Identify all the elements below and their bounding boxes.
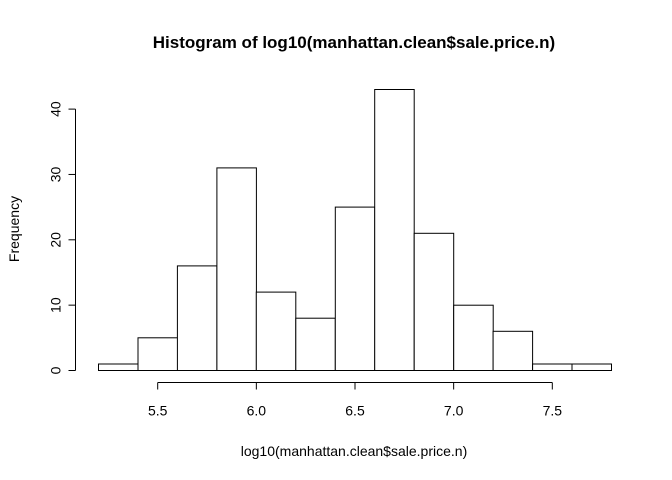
histogram-bar (571, 363, 612, 371)
histogram-bar (176, 265, 218, 371)
y-axis: 0 10 20 30 40 (48, 101, 76, 374)
histogram-bar (413, 232, 455, 371)
x-tick-label: 7.5 (543, 403, 563, 419)
x-axis: 5.5 6.0 6.5 7.0 7.5 (148, 382, 563, 419)
y-tick-label: 0 (48, 366, 64, 374)
x-tick-label: 6.0 (247, 403, 267, 419)
histogram-bar (374, 89, 415, 371)
y-tick-label: 30 (48, 166, 64, 182)
y-axis-label: Frequency (6, 196, 22, 262)
histogram-bar (98, 363, 139, 371)
x-axis-label: log10(manhattan.clean$sale.price.n) (241, 443, 467, 459)
histogram-bar (492, 330, 534, 371)
bars-group (98, 89, 612, 372)
histogram-bar (255, 291, 297, 372)
y-tick-label: 20 (48, 232, 64, 248)
x-tick-label: 6.5 (345, 403, 365, 419)
histogram-bar (295, 317, 336, 372)
x-tick-label: 7.0 (444, 403, 464, 419)
histogram-bar (453, 304, 494, 372)
y-tick-label: 40 (48, 101, 64, 117)
histogram-bar (216, 167, 257, 371)
histogram-bar (334, 206, 376, 371)
chart-title: Histogram of log10(manhattan.clean$sale.… (153, 33, 555, 52)
y-tick-label: 10 (48, 297, 64, 313)
histogram-bar (137, 337, 178, 371)
x-tick-label: 5.5 (148, 403, 168, 419)
histogram-bar (532, 363, 573, 371)
